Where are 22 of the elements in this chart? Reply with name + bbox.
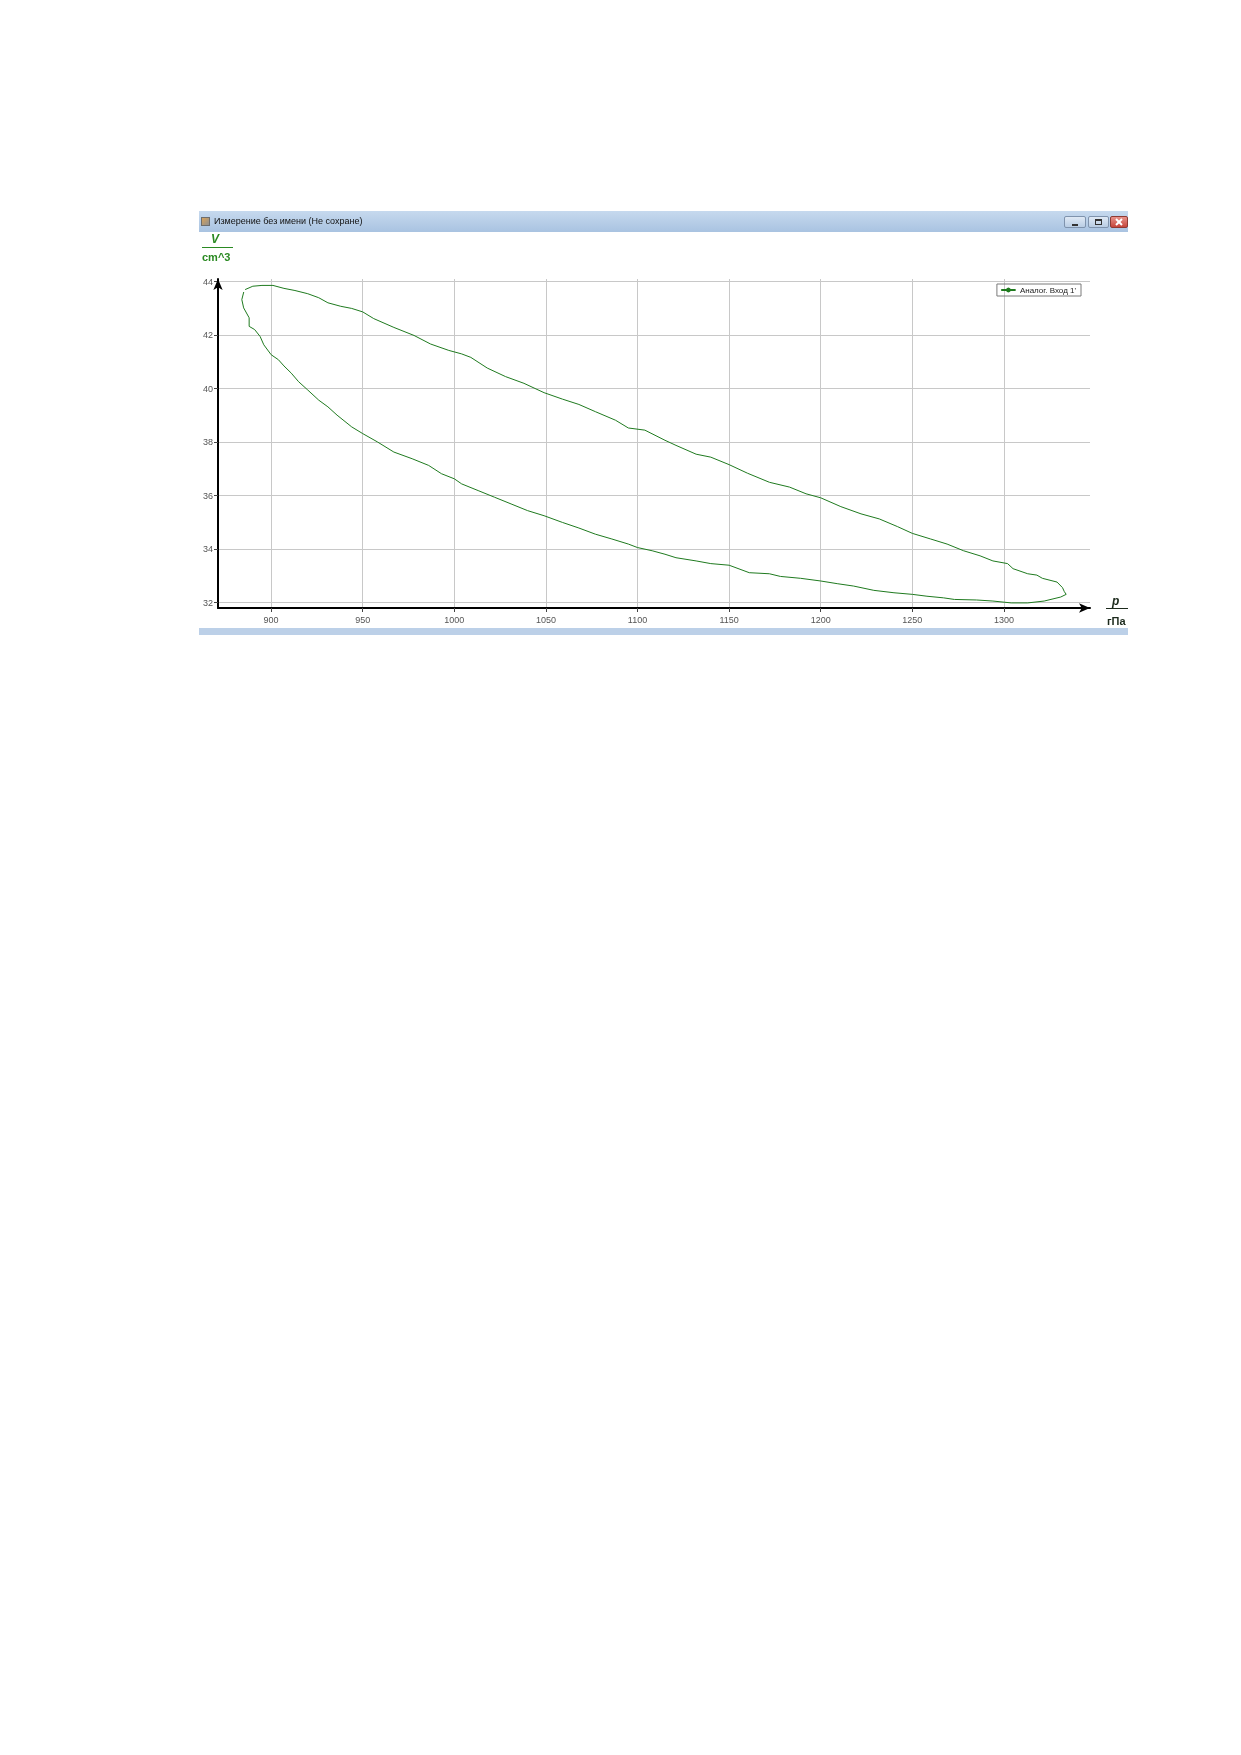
y-tick-label: 42 xyxy=(202,330,213,341)
x-tick-label: 950 xyxy=(355,614,371,625)
y-tick-label: 44 xyxy=(202,276,213,287)
x-axis-title: p гПа xyxy=(1107,594,1127,627)
legend-label: Аналог. Вход 1' xyxy=(1019,285,1077,295)
y-axis-title: V cm^3 xyxy=(202,232,231,263)
title-bar: Измерение без имени (Не сохране) xyxy=(199,211,1128,232)
x-tick-label: 1100 xyxy=(627,614,648,625)
x-tick-label: 1000 xyxy=(444,614,465,625)
x-tick-label: 1050 xyxy=(535,614,556,625)
y-tick-label: 34 xyxy=(202,544,213,555)
y-tick-label: 38 xyxy=(202,437,213,448)
y-tick-label: 32 xyxy=(202,597,213,608)
x-tick-label: 1150 xyxy=(719,614,739,625)
y-tick-label: 40 xyxy=(202,383,213,394)
x-tick-label: 1250 xyxy=(902,614,923,625)
x-tick-label: 1200 xyxy=(810,614,831,625)
x-tick-label: 900 xyxy=(263,614,279,625)
x-tick-label: 1300 xyxy=(993,614,1014,625)
y-tick-label: 36 xyxy=(202,490,213,501)
line-series xyxy=(241,284,1067,604)
chart-title: Измерение без имени (Не сохране) xyxy=(214,215,363,227)
